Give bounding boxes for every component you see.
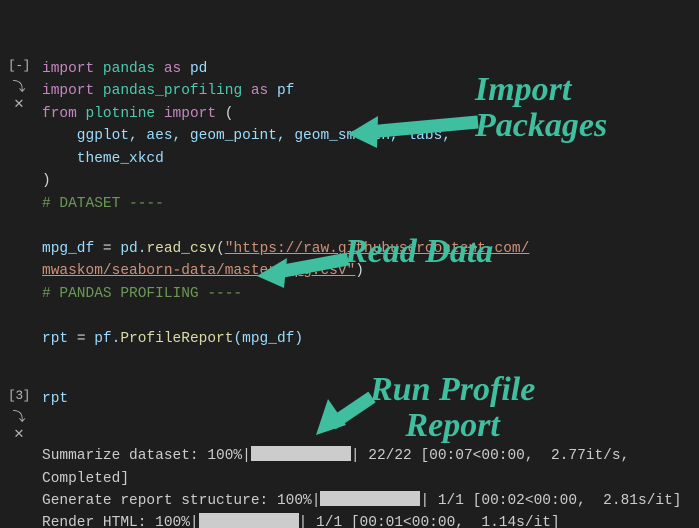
comment-dataset: # DATASET ----: [42, 196, 164, 212]
import-names-1: ggplot, aes, geom_point, geom_smooth, la…: [42, 128, 451, 144]
out-line-3a: Render HTML: 100%|: [42, 515, 199, 528]
fn-read-csv: read_csv: [146, 241, 216, 257]
cell-2-output: Summarize dataset: 100%|| 22/22 [00:07<0…: [38, 419, 699, 528]
kw-from: from: [42, 106, 77, 122]
kw-import: import: [42, 61, 94, 77]
run-by-line-icon[interactable]: ⤵: [12, 411, 25, 424]
out-line-1a: Summarize dataset: 100%|: [42, 448, 251, 464]
paren-open: (: [225, 106, 234, 122]
code-cell-2: [3] ⤵ ✕ rpt Summarize dataset: 100%|| 22…: [0, 384, 699, 528]
alias-pd: pd: [190, 61, 207, 77]
var-rpt: rpt: [42, 331, 77, 347]
fn-profile-report: ProfileReport: [120, 331, 233, 347]
cell-1-code[interactable]: import pandas as pd import pandas_profil…: [38, 56, 699, 352]
alias-pf: pf: [277, 83, 294, 99]
arg-mpg-df: (mpg_df): [233, 331, 303, 347]
comment-profiling: # PANDAS PROFILING ----: [42, 286, 242, 302]
kw-import: import: [164, 106, 216, 122]
progress-bar-2: [320, 491, 420, 506]
pd-access: pd.: [112, 241, 147, 257]
out-line-2a: Generate report structure: 100%|: [42, 493, 320, 509]
eq: =: [77, 331, 86, 347]
cell-1-gutter: [-] ⤵ ✕: [0, 56, 38, 113]
var-mpg-df: mpg_df: [42, 241, 103, 257]
code-cell-1: [-] ⤵ ✕ import pandas as pd import panda…: [0, 54, 699, 354]
close-icon[interactable]: ✕: [14, 428, 25, 441]
mod-pandas-profiling: pandas_profiling: [103, 83, 242, 99]
paren-close: ): [42, 173, 51, 189]
cell-2-gutter: [3] ⤵ ✕: [0, 386, 38, 443]
progress-bar-3: [199, 513, 299, 528]
cell-1-exec-count: [-]: [8, 58, 30, 73]
kw-as: as: [164, 61, 181, 77]
import-names-2: theme_xkcd: [42, 151, 164, 167]
kw-as: as: [251, 83, 268, 99]
out-line-3b: | 1/1 [00:01<00:00, 1.14s/it]: [299, 515, 560, 528]
paren: (: [216, 241, 225, 257]
kw-import: import: [42, 83, 94, 99]
eq: =: [103, 241, 112, 257]
mod-plotnine: plotnine: [86, 106, 156, 122]
var-rpt: rpt: [42, 391, 68, 407]
run-by-line-icon[interactable]: ⤵: [12, 81, 25, 94]
out-line-2b: | 1/1 [00:02<00:00, 2.81s/it]: [420, 493, 681, 509]
paren: ): [355, 263, 364, 279]
close-icon[interactable]: ✕: [14, 98, 25, 111]
progress-bar-1: [251, 446, 351, 461]
pf-access: pf.: [86, 331, 121, 347]
mod-pandas: pandas: [103, 61, 155, 77]
cell-2-code[interactable]: rpt: [38, 386, 699, 412]
cell-2-exec-count: [3]: [8, 388, 30, 403]
